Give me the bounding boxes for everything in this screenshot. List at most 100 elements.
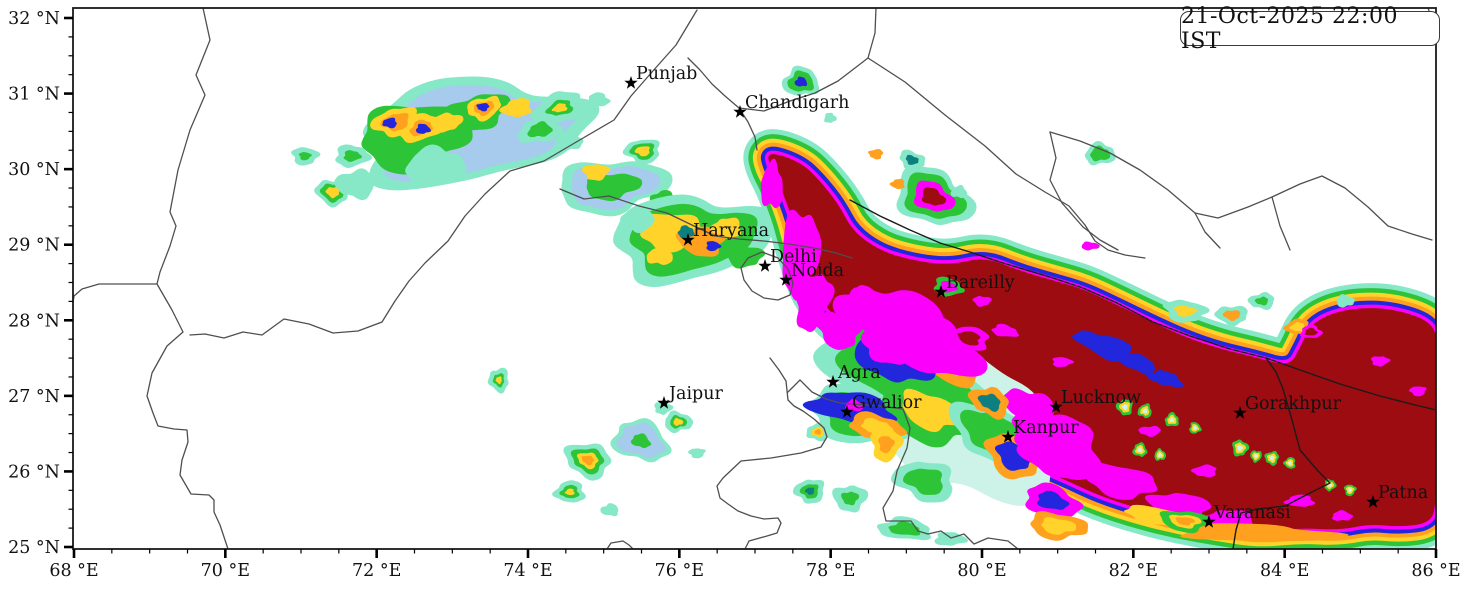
- x-axis-label: 74 °E: [503, 561, 552, 581]
- state-boundaries: [73, 8, 1436, 549]
- y-axis-label: 25 °N: [8, 538, 60, 558]
- city-label: Haryana: [693, 221, 769, 241]
- boundary-line: [738, 8, 877, 112]
- storm-cell: [888, 521, 921, 536]
- storm-cell: [1222, 310, 1241, 322]
- city-star-icon: [840, 405, 854, 418]
- city-patna: Patna: [1366, 483, 1428, 508]
- storm-cell: [950, 184, 968, 199]
- city-label: Gwalior: [852, 393, 922, 413]
- storm-cell: [1090, 145, 1111, 162]
- city-star-icon: [1001, 430, 1015, 443]
- city-agra: Agra: [826, 363, 881, 388]
- storm-cell: [905, 154, 919, 165]
- city-label: Noida: [791, 261, 844, 281]
- storm-cell: [415, 123, 431, 134]
- city-gorakhpur: Gorakhpur: [1233, 394, 1342, 419]
- y-axis-label: 31 °N: [8, 85, 60, 105]
- map-plot-area: [73, 8, 1436, 549]
- storm-cell: [795, 274, 835, 333]
- storm-cell: [1190, 464, 1217, 478]
- boundary-line: [1232, 357, 1331, 549]
- storm-cell: [991, 323, 1020, 337]
- city-label: Jaipur: [667, 384, 724, 404]
- storm-cell: [1138, 425, 1161, 438]
- storm-cell: [1081, 241, 1100, 251]
- city-star-icon: [1202, 515, 1216, 528]
- city-delhi: Delhi: [758, 247, 817, 272]
- y-axis-label: 27 °N: [8, 387, 60, 407]
- boundary-line: [1271, 196, 1291, 251]
- storm-cell: [343, 150, 363, 162]
- storm-cell: [1115, 353, 1155, 376]
- storm-cell: [585, 92, 611, 107]
- boundary-line: [740, 251, 794, 301]
- boundary-line: [849, 199, 1436, 411]
- city-noida: Noida: [779, 261, 844, 286]
- storm-cell: [1332, 510, 1354, 521]
- storm-cell: [878, 436, 895, 454]
- city-bareilly: Bareilly: [934, 273, 1015, 298]
- x-axis-label: 70 °E: [201, 561, 250, 581]
- storm-cell: [298, 152, 312, 161]
- boundary-line: [687, 57, 758, 151]
- storm-cell: [405, 144, 467, 186]
- storm-cell: [804, 487, 815, 495]
- storm-cell: [334, 168, 375, 201]
- storm-cell: [1041, 517, 1077, 535]
- storm-cell: [814, 429, 822, 435]
- storm-cell: [1336, 294, 1355, 308]
- city-label: Varanasi: [1213, 503, 1291, 523]
- timestamp-badge: 21-Oct-2025 22:00 IST: [1180, 4, 1440, 54]
- storm-cell: [1289, 322, 1306, 332]
- storm-cell: [1192, 425, 1198, 430]
- storm-cell: [902, 468, 943, 495]
- storm-cell: [687, 448, 706, 459]
- international-boundaries: [849, 199, 1436, 549]
- storm-cell: [620, 211, 655, 234]
- city-punjab: Punjab: [624, 64, 697, 89]
- storm-cell: [434, 112, 464, 133]
- storm-cell: [325, 187, 340, 199]
- city-star-icon: [934, 285, 948, 298]
- city-jaipur: Jaipur: [657, 384, 724, 409]
- storm-cell: [953, 331, 981, 346]
- storm-cell: [600, 503, 619, 517]
- storm-cell: [1269, 455, 1275, 461]
- boundary-line: [1049, 131, 1433, 241]
- storm-cell: [1283, 494, 1316, 507]
- storm-cell: [939, 280, 958, 293]
- storm-cell: [646, 245, 673, 265]
- storm-cell: [630, 433, 652, 449]
- boundary-line: [787, 379, 1019, 549]
- storm-cell: [1121, 404, 1128, 410]
- city-star-icon: [681, 233, 695, 246]
- city-gwalior: Gwalior: [840, 393, 922, 418]
- city-label: Chandigarh: [745, 93, 849, 113]
- storm-cell: [1254, 296, 1269, 306]
- storm-cell: [868, 149, 884, 160]
- storm-cell: [709, 217, 742, 239]
- boundary-line: [189, 9, 698, 339]
- city-star-icon: [733, 105, 747, 118]
- y-axis-label: 28 °N: [8, 311, 60, 331]
- x-axis-label: 76 °E: [655, 561, 704, 581]
- storm-cell: [902, 388, 962, 433]
- boundary-line: [1049, 131, 1119, 251]
- x-axis-label: 84 °E: [1260, 561, 1309, 581]
- storm-cell: [551, 103, 568, 113]
- storm-cell: [1169, 417, 1175, 423]
- city-label: Patna: [1378, 483, 1428, 503]
- city-varanasi: Varanasi: [1202, 503, 1291, 528]
- city-chandigarh: Chandigarh: [733, 93, 849, 118]
- boundary-line: [1194, 212, 1221, 249]
- storm-cell: [586, 173, 643, 202]
- storm-cell: [860, 302, 988, 377]
- storm-cell: [564, 488, 575, 496]
- y-axis-label: 29 °N: [8, 236, 60, 256]
- storm-cell: [921, 187, 947, 206]
- city-lucknow: Lucknow: [1049, 388, 1141, 413]
- storm-cell: [1142, 408, 1148, 414]
